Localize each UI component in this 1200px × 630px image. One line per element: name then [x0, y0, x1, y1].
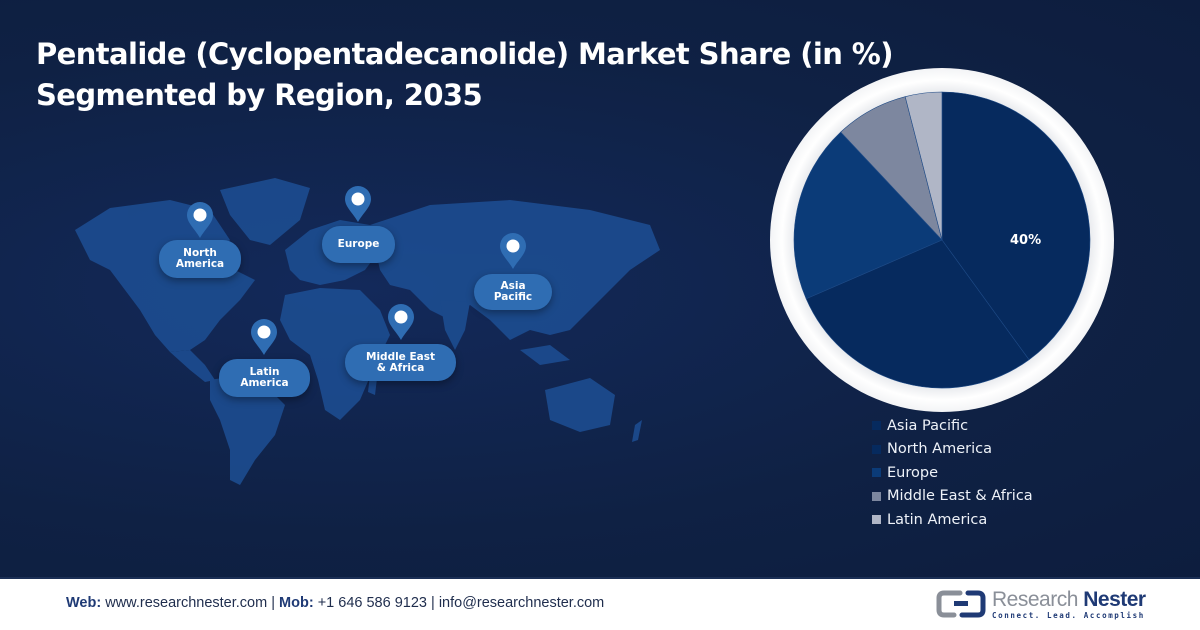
map-pin-icon — [498, 232, 528, 270]
legend-swatch — [872, 421, 881, 431]
page-title: Pentalide (Cyclopentadecanolide) Market … — [36, 34, 894, 116]
pie-slice-latin-america — [904, 91, 943, 241]
map-pin-icon — [386, 303, 416, 341]
title-line-2: Segmented by Region, 2035 — [36, 78, 483, 112]
region-tag-europe[interactable]: Europe — [322, 226, 395, 263]
region-tag-north-america[interactable]: North America — [159, 240, 241, 278]
legend-item-europe: Europe — [872, 461, 1033, 485]
pie-chart-graphic — [770, 68, 1114, 412]
legend-swatch — [872, 468, 881, 478]
legend-swatch — [872, 444, 881, 454]
region-tag-asia-pacific[interactable]: Asia Pacific — [474, 274, 552, 310]
title-line-1: Pentalide (Cyclopentadecanolide) Market … — [36, 37, 894, 71]
region-tag-latin-america[interactable]: Latin America — [219, 359, 310, 397]
pie-chart — [768, 66, 1116, 414]
infographic-panel: Pentalide (Cyclopentadecanolide) Market … — [0, 0, 1200, 577]
footer-contact: Web: www.researchnester.com | Mob: +1 64… — [66, 595, 604, 611]
pie-slice-asia-pacific — [941, 91, 1091, 361]
map-pin-icon — [343, 185, 373, 223]
footer: Web: www.researchnester.com | Mob: +1 64… — [0, 577, 1200, 630]
mob-label: Mob: — [279, 595, 314, 611]
legend-swatch — [872, 491, 881, 501]
legend-item-middle-east-africa: Middle East & Africa — [872, 485, 1033, 509]
separator: | — [271, 595, 276, 611]
legend-item-north-america: North America — [872, 438, 1033, 462]
logo-name: Research Nester — [992, 587, 1146, 611]
web-label: Web: — [66, 595, 102, 611]
map-pin-icon — [185, 201, 215, 239]
pie-slice-europe — [793, 131, 943, 300]
pie-data-label: 40% — [1010, 233, 1042, 248]
logo-mark-icon — [936, 590, 986, 618]
chart-legend: Asia Pacific North America Europe Middle… — [872, 414, 1033, 532]
pie-slice-north-america — [805, 239, 1030, 389]
email-link[interactable]: info@researchnester.com — [438, 595, 605, 611]
logo-tagline: Connect. Lead. Accomplish — [992, 610, 1145, 620]
research-nester-logo: Research Nester Connect. Lead. Accomplis… — [936, 587, 1146, 621]
web-link[interactable]: www.researchnester.com — [105, 595, 268, 611]
separator: | — [431, 595, 435, 611]
phone-number[interactable]: +1 646 586 9123 — [317, 595, 427, 611]
legend-item-asia-pacific: Asia Pacific — [872, 414, 1033, 438]
legend-item-latin-america: Latin America — [872, 508, 1033, 532]
legend-swatch — [872, 515, 881, 525]
map-pin-icon — [249, 318, 279, 356]
region-tag-middle-east-africa[interactable]: Middle East & Africa — [345, 344, 456, 381]
pie-slices — [793, 91, 1091, 389]
